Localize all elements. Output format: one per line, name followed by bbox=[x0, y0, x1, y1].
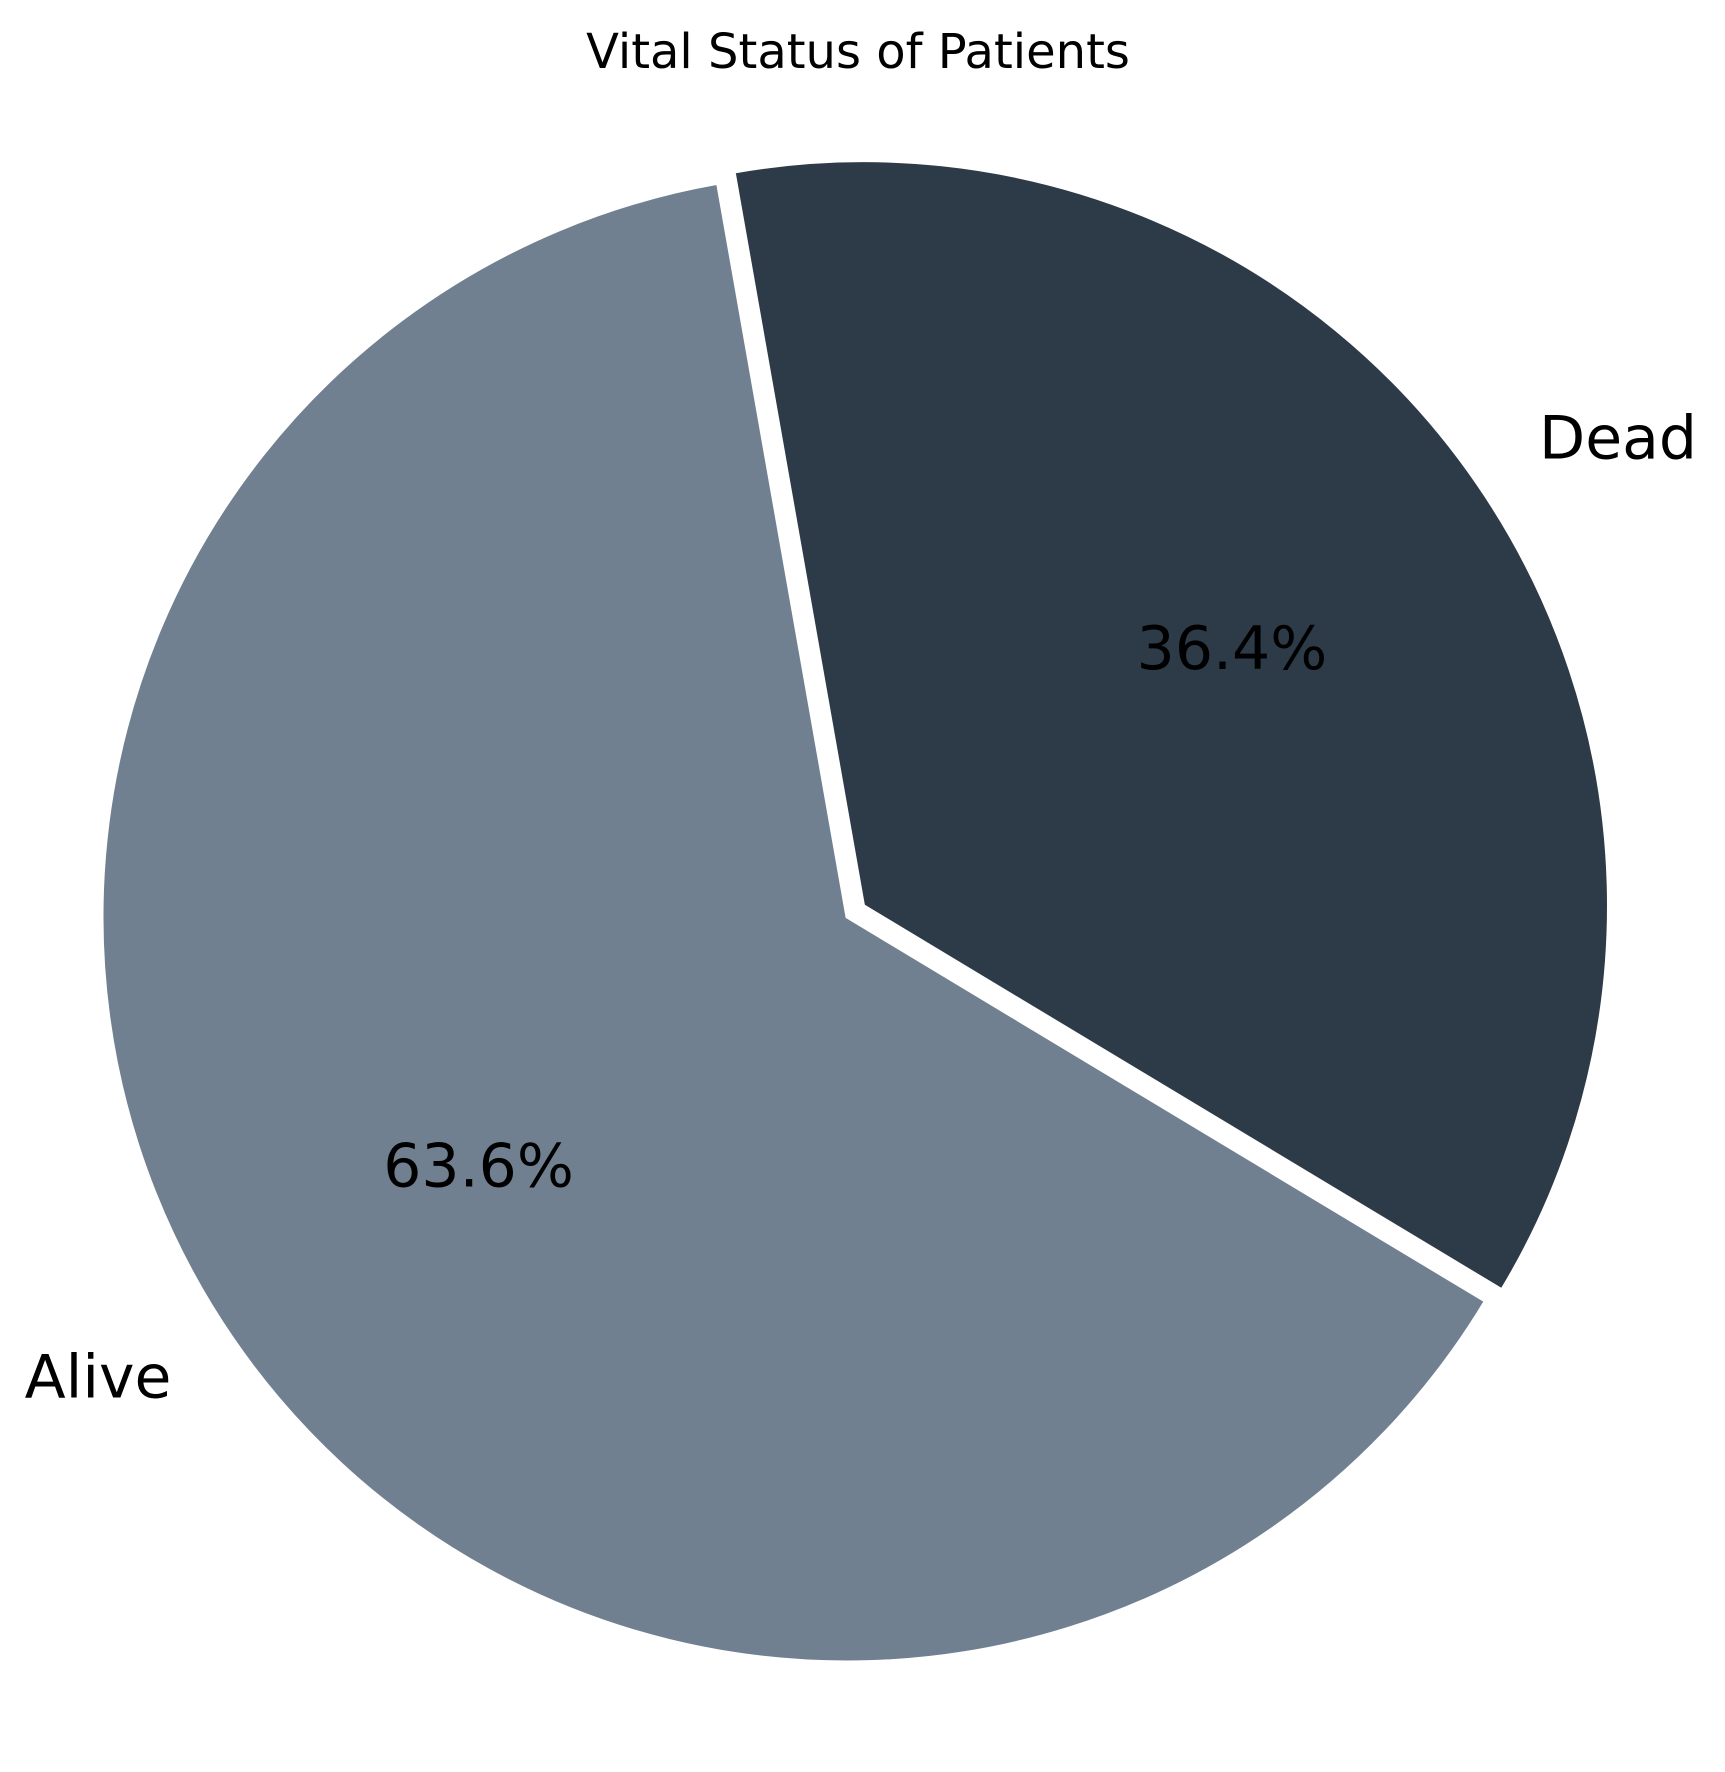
percent-label-dead: 36.4% bbox=[1137, 614, 1328, 684]
pie-slices bbox=[100, 159, 1610, 1664]
pie-labels: Alive 63.6% Dead 36.4% bbox=[25, 403, 1697, 1412]
chart-title: Vital Status of Patients bbox=[586, 24, 1130, 80]
slice-label-dead: Dead bbox=[1539, 403, 1697, 473]
percent-label-alive: 63.6% bbox=[383, 1132, 574, 1202]
pie-slice-dead bbox=[732, 159, 1610, 1292]
slice-label-alive: Alive bbox=[25, 1343, 172, 1413]
pie-slice-alive bbox=[100, 181, 1488, 1664]
